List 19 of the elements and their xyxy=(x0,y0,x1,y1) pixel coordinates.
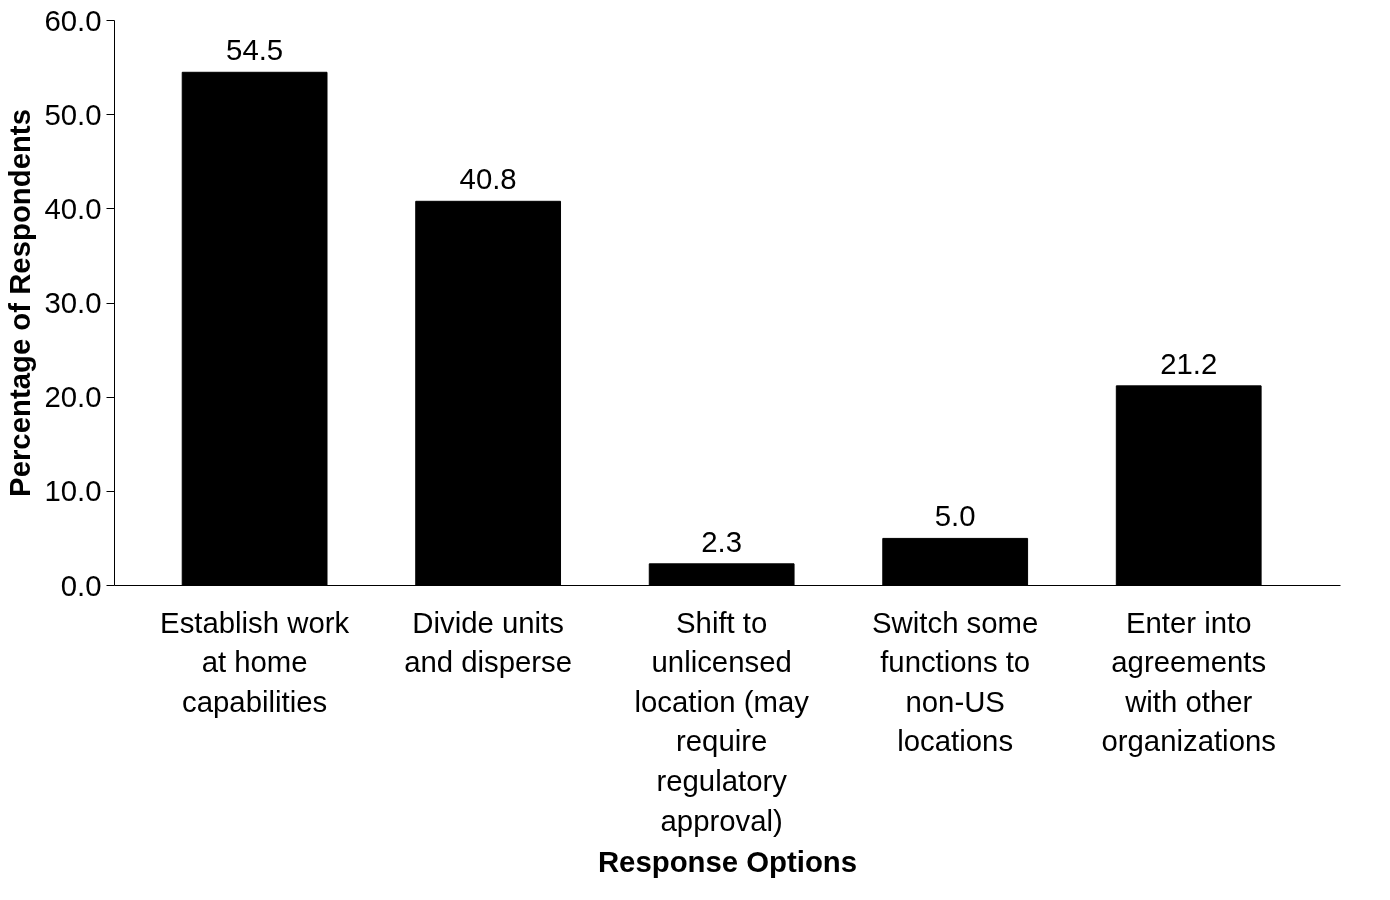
x-tick-label: Switch some functions to non-US locations xyxy=(872,605,1039,758)
x-tick-label: Enter into agreements with other organizations xyxy=(1101,605,1276,758)
data-label: 54.5 xyxy=(226,33,284,67)
x-axis-title: Response Options xyxy=(597,844,858,878)
y-tick-label: 30.0 xyxy=(44,286,102,319)
data-label: 5.0 xyxy=(934,499,976,533)
y-axis-title: Percentage of Respondents xyxy=(3,109,37,497)
y-tick-label: 40.0 xyxy=(44,191,102,225)
data-label: 40.8 xyxy=(459,162,517,196)
y-tick-label: 60.0 xyxy=(44,3,102,37)
y-tick-label: 20.0 xyxy=(44,380,102,414)
data-label: 2.3 xyxy=(701,524,743,558)
x-tick-label: Establish work at home capabilities xyxy=(160,605,350,718)
y-tick-label: 10.0 xyxy=(44,474,102,508)
y-tick-label: 0.0 xyxy=(60,568,102,602)
x-tick-label: Divide units and disperse xyxy=(404,605,573,679)
x-tick-label: Shift to unlicensed location (may require regulatory approval) xyxy=(634,605,810,837)
y-tick-label: 50.0 xyxy=(44,97,102,131)
data-label: 21.2 xyxy=(1160,346,1218,380)
